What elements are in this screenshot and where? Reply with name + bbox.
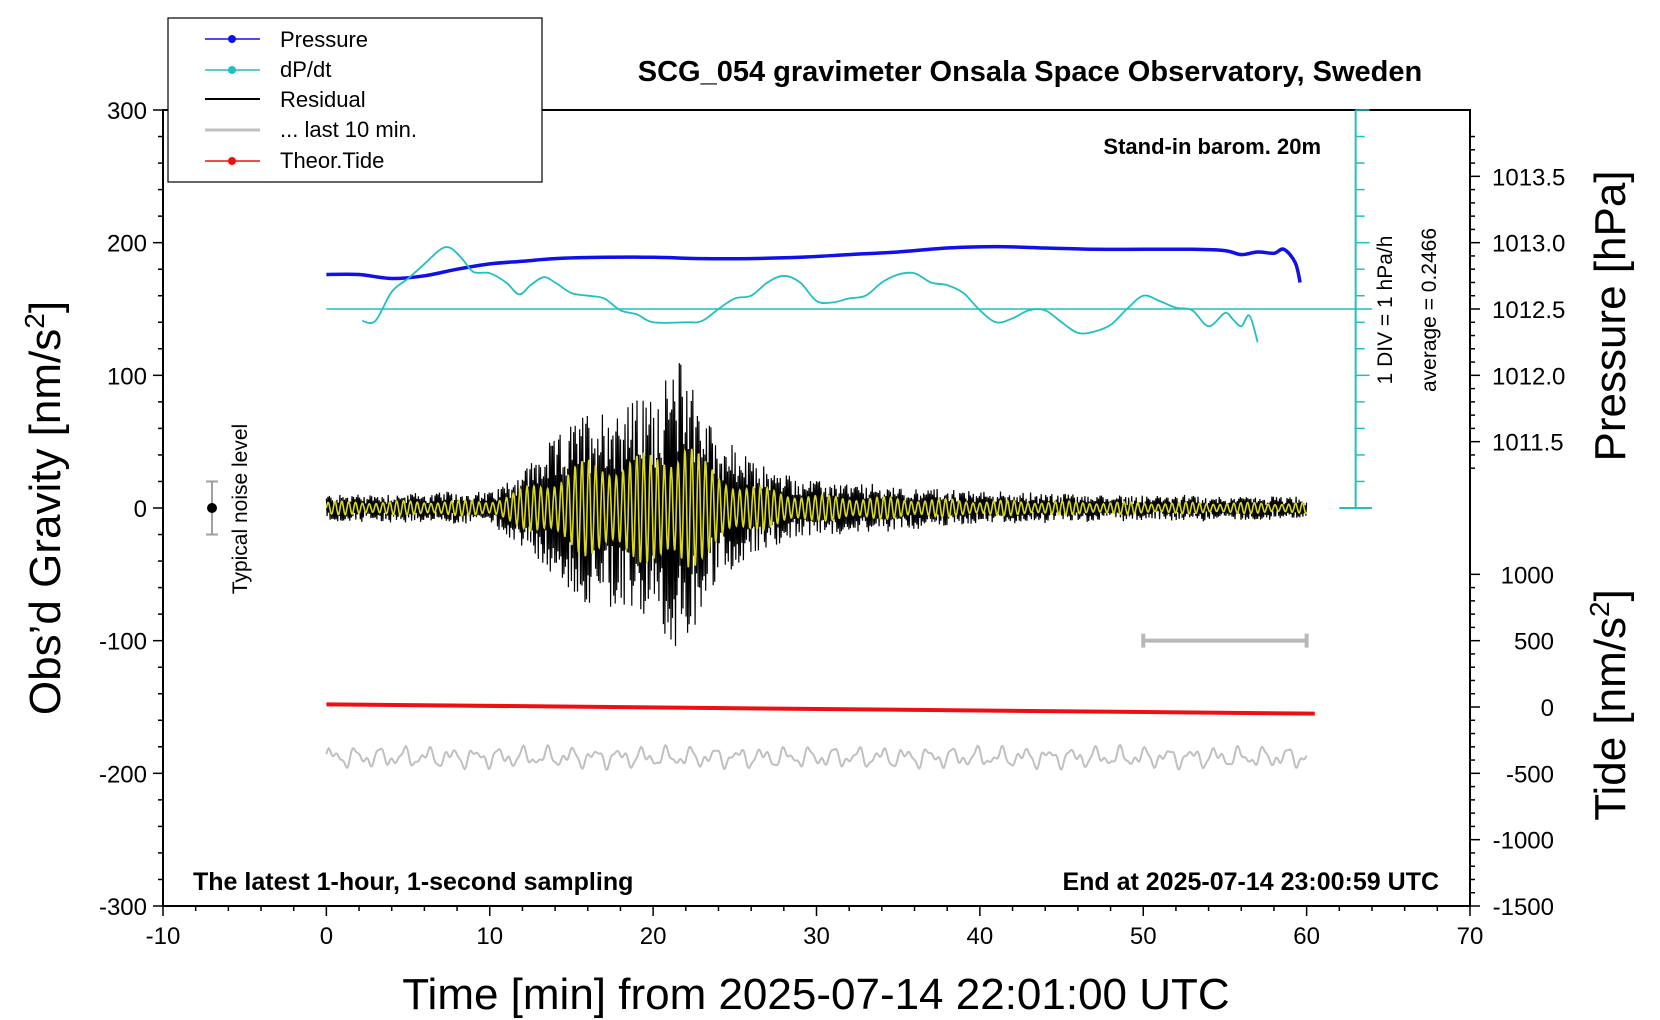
x-axis-title: Time [min] from 2025-07-14 22:01:00 UTC — [402, 970, 1229, 1019]
chart-title: SCG_054 gravimeter Onsala Space Observat… — [638, 56, 1422, 88]
pressure-line — [326, 244, 1302, 283]
legend-residual-label: Residual — [280, 87, 366, 112]
tide-tick-label: 1000 — [1501, 562, 1554, 589]
y-axis-title-left-sup: 2 — [19, 313, 50, 329]
legend-pressure-marker — [228, 35, 236, 43]
tide-axis-title-close: ] — [1586, 589, 1635, 601]
end-time-note: End at 2025-07-14 23:00:59 UTC — [1062, 868, 1439, 896]
y-tick-label: -300 — [99, 894, 147, 921]
y-tick-label: -200 — [99, 761, 147, 788]
noise-bar-center — [207, 503, 218, 513]
x-tick-label: 60 — [1293, 923, 1320, 950]
x-tick-label: 70 — [1457, 923, 1484, 950]
tide-axis-title-main: Tide [nm/s — [1586, 617, 1635, 821]
last10-line — [325, 744, 1308, 771]
dpdt-scale-axis — [326, 109, 1372, 509]
y-tick-label: 300 — [107, 98, 147, 125]
axis-ticks — [153, 109, 1480, 916]
y-axis-title-left-main: Obs’d Gravity [nm/s — [21, 329, 70, 715]
tide-tick-label: 0 — [1541, 695, 1554, 722]
y-axis-title-left: Obs’d Gravity [nm/s2] — [19, 301, 70, 715]
dpdt-scale-note: 1 DIV = 1 hPa/h — [1374, 236, 1397, 385]
residual-line — [325, 363, 1308, 647]
tide-axis-title: Tide [nm/s2] — [1584, 589, 1635, 821]
legend-tide-label: Theor.Tide — [280, 148, 384, 173]
tide-tick-label: -1000 — [1493, 828, 1554, 855]
y-axis-title-left-close: ] — [21, 301, 70, 313]
x-tick-label: 20 — [640, 923, 667, 950]
tide-tick-label: -1500 — [1493, 894, 1554, 921]
pressure-tick-label: 1012.0 — [1492, 363, 1565, 390]
stand-in-barometer-note: Stand-in barom. 20m — [1103, 134, 1321, 159]
y-tick-label: -100 — [99, 629, 147, 656]
pressure-tick-label: 1012.5 — [1492, 297, 1565, 324]
x-tick-label: 50 — [1130, 923, 1157, 950]
filtered-signal-line — [325, 448, 1308, 568]
x-tick-label: 0 — [320, 923, 333, 950]
pressure-tick-label: 1011.5 — [1492, 430, 1564, 457]
y-tick-label: 200 — [107, 231, 147, 258]
legend-tide-marker — [228, 157, 236, 165]
pressure-tick-label: 1013.0 — [1492, 231, 1565, 258]
legend-dpdt-marker — [228, 66, 236, 74]
x-tick-label: 40 — [967, 923, 994, 950]
legend-pressure-label: Pressure — [280, 27, 368, 52]
tide-axis-title-sup: 2 — [1584, 601, 1615, 617]
pressure-axis-title: Pressure [hPa] — [1586, 170, 1635, 461]
tide-line — [326, 702, 1315, 716]
dpdt-line — [362, 246, 1259, 343]
noise-level-label: Typical noise level — [229, 424, 252, 594]
tide-tick-label: -500 — [1506, 761, 1554, 788]
legend: Pressure dP/dt Residual ... last 10 min.… — [167, 17, 543, 183]
dpdt-average-note: average = 0.2466 — [1418, 228, 1441, 392]
y-tick-label: 100 — [107, 363, 147, 390]
series-layer — [206, 244, 1315, 771]
x-tick-label: -10 — [146, 923, 181, 950]
x-tick-label: 10 — [476, 923, 503, 950]
y-tick-label: 0 — [134, 496, 147, 523]
sampling-note: The latest 1-hour, 1-second sampling — [193, 868, 633, 896]
tide-tick-label: 500 — [1514, 629, 1554, 656]
x-tick-label: 30 — [803, 923, 830, 950]
legend-dpdt-label: dP/dt — [280, 57, 331, 82]
pressure-tick-label: 1013.5 — [1492, 164, 1565, 191]
legend-last10-label: ... last 10 min. — [280, 117, 417, 142]
tick-labels: -10 0 10 20 30 40 50 60 703002001000-100-200-300… — [99, 98, 1565, 950]
